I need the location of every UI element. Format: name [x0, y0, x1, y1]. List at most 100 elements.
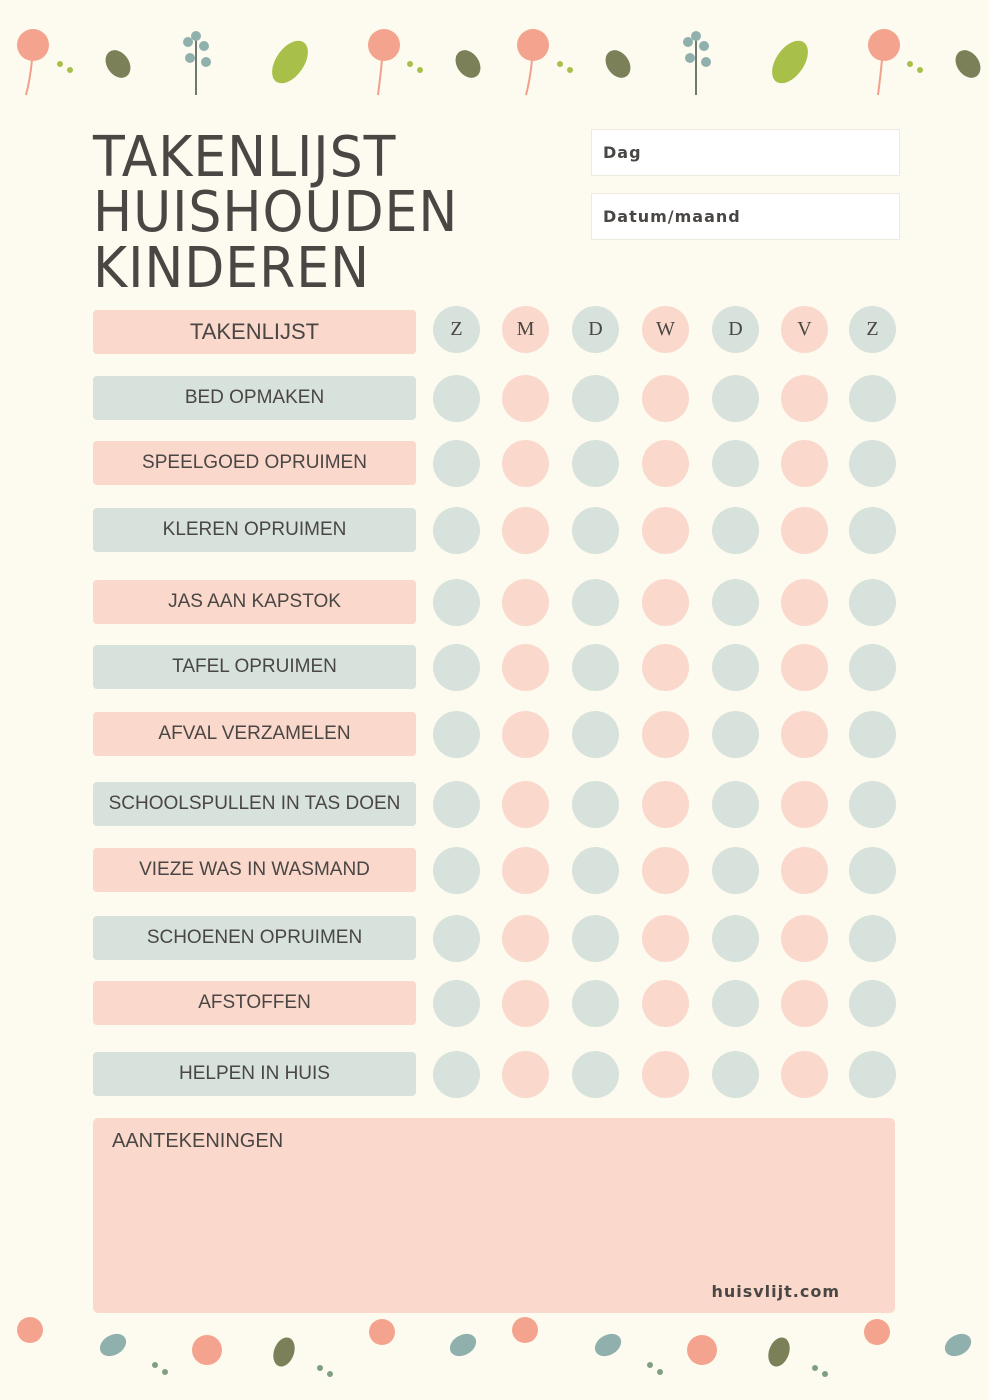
- day-header: D: [572, 306, 619, 353]
- check-circle: [781, 644, 828, 691]
- check-circle: [502, 507, 549, 554]
- check-circle: [433, 644, 480, 691]
- check-circle: [433, 579, 480, 626]
- check-circle: [433, 507, 480, 554]
- decoration: [944, 1333, 972, 1357]
- check-circle: [642, 781, 689, 828]
- decoration: [812, 1365, 818, 1371]
- decoration: [699, 41, 709, 51]
- check-circle: [712, 915, 759, 962]
- check-circle: [642, 579, 689, 626]
- check-circle: [502, 579, 549, 626]
- check-circle: [502, 980, 549, 1027]
- decoration: [647, 1362, 653, 1368]
- decoration: [517, 29, 549, 61]
- check-circle: [502, 781, 549, 828]
- check-circle: [849, 375, 896, 422]
- check-circle: [781, 1051, 828, 1098]
- check-circle: [781, 980, 828, 1027]
- day-header: W: [642, 306, 689, 353]
- check-circle: [849, 847, 896, 894]
- decoration: [25, 59, 33, 96]
- check-circle: [781, 847, 828, 894]
- decoration: [683, 37, 693, 47]
- check-circle: [712, 644, 759, 691]
- decoration: [272, 40, 308, 84]
- check-circle: [572, 711, 619, 758]
- check-circle: [502, 440, 549, 487]
- field-label: Datum/maand: [603, 207, 741, 226]
- check-circle: [712, 781, 759, 828]
- task-label: SPEELGOED OPRUIMEN: [93, 441, 416, 485]
- check-circle: [572, 507, 619, 554]
- task-label: TAFEL OPRUIMEN: [93, 645, 416, 689]
- decoration: [917, 67, 923, 73]
- day-header: D: [712, 306, 759, 353]
- check-circle: [849, 711, 896, 758]
- decoration: [273, 1337, 295, 1367]
- decoration: [201, 57, 211, 67]
- check-circle: [712, 847, 759, 894]
- check-circle: [781, 711, 828, 758]
- check-circle: [781, 781, 828, 828]
- check-circle: [572, 579, 619, 626]
- check-circle: [572, 440, 619, 487]
- decoration: [687, 1335, 717, 1365]
- decoration: [369, 1319, 395, 1345]
- check-circle: [642, 507, 689, 554]
- decoration: [907, 61, 913, 67]
- check-circle: [433, 375, 480, 422]
- title-line: KINDEREN: [93, 236, 370, 301]
- task-label: BED OPMAKEN: [93, 376, 416, 420]
- decoration: [772, 40, 808, 84]
- decoration: [557, 61, 563, 67]
- decoration: [455, 50, 481, 78]
- decoration: [512, 1317, 538, 1343]
- task-label: AFVAL VERZAMELEN: [93, 712, 416, 756]
- check-circle: [849, 781, 896, 828]
- decoration: [57, 61, 63, 67]
- check-circle: [502, 915, 549, 962]
- check-circle: [642, 1051, 689, 1098]
- decoration: [567, 67, 573, 73]
- field: Datum/maand: [591, 193, 900, 240]
- decoration: [105, 50, 131, 78]
- decoration: [192, 1335, 222, 1365]
- check-circle: [849, 1051, 896, 1098]
- decoration: [185, 53, 195, 63]
- check-circle: [433, 1051, 480, 1098]
- check-circle: [712, 375, 759, 422]
- check-circle: [433, 980, 480, 1027]
- decoration: [183, 37, 193, 47]
- decoration: [685, 53, 695, 63]
- decoration: [67, 67, 73, 73]
- check-circle: [712, 579, 759, 626]
- decoration: [368, 29, 400, 61]
- decoration: [768, 1337, 790, 1367]
- decoration: [701, 57, 711, 67]
- check-circle: [642, 915, 689, 962]
- check-circle: [433, 440, 480, 487]
- check-circle: [572, 1051, 619, 1098]
- check-circle: [502, 1051, 549, 1098]
- decoration: [605, 50, 631, 78]
- check-circle: [642, 375, 689, 422]
- website: huisvlijt.com: [711, 1282, 840, 1301]
- decoration: [657, 1369, 663, 1375]
- check-circle: [712, 980, 759, 1027]
- check-circle: [642, 847, 689, 894]
- check-circle: [781, 375, 828, 422]
- day-header: Z: [849, 306, 896, 353]
- check-circle: [849, 915, 896, 962]
- decoration: [877, 59, 883, 96]
- check-circle: [502, 711, 549, 758]
- field-label: Dag: [603, 143, 642, 162]
- decoration: [407, 61, 413, 67]
- check-circle: [502, 375, 549, 422]
- check-circle: [781, 440, 828, 487]
- decoration: [191, 31, 201, 41]
- check-circle: [642, 440, 689, 487]
- check-circle: [712, 1051, 759, 1098]
- decoration: [691, 31, 701, 41]
